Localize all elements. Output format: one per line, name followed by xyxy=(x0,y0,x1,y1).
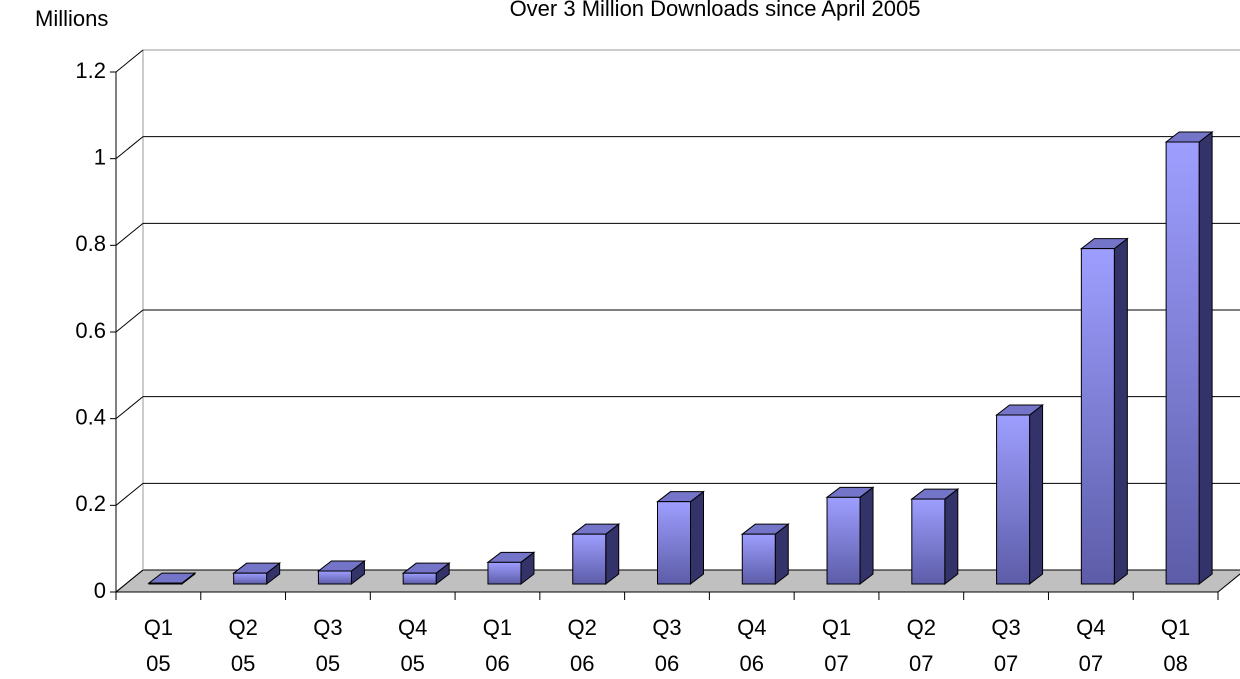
x-tick-label: Q2 06 xyxy=(567,615,597,676)
grid-diagonal xyxy=(115,222,144,246)
bar xyxy=(1079,237,1129,586)
y-tick-label: 0.4 xyxy=(75,404,106,429)
bar xyxy=(232,562,282,586)
bar xyxy=(656,490,705,586)
y-tick-label: 0 xyxy=(94,578,106,603)
bar-front xyxy=(826,496,861,585)
y-tick-label: 0.2 xyxy=(75,491,106,516)
y-tick-label: 1.2 xyxy=(75,58,106,83)
grid-diagonal xyxy=(115,569,144,593)
x-tick-label: Q1 07 xyxy=(821,615,852,676)
y-tick-label: 0.6 xyxy=(75,318,106,343)
bar xyxy=(147,572,197,586)
y-tick-label: 1 xyxy=(94,144,106,169)
bar-front xyxy=(148,582,183,585)
bar xyxy=(825,486,875,586)
bar xyxy=(1164,130,1214,586)
bar-front xyxy=(657,501,691,585)
bar xyxy=(571,523,621,586)
grid-diagonal xyxy=(115,309,144,333)
x-tick-label: Q2 07 xyxy=(906,615,936,676)
bar-front xyxy=(572,533,607,585)
bar-front xyxy=(233,572,268,585)
x-tick-label: Q3 07 xyxy=(991,615,1021,676)
chart-title: Over 3 Million Downloads since April 200… xyxy=(510,0,921,21)
x-tick-label: Q3 05 xyxy=(313,615,343,676)
bar xyxy=(995,403,1045,586)
x-tick-label: Q4 06 xyxy=(737,615,767,676)
bar-front xyxy=(911,498,946,585)
grid-diagonal xyxy=(115,49,144,73)
x-tick-label: Q1 05 xyxy=(143,615,174,676)
x-tick-label: Q1 08 xyxy=(1160,615,1191,676)
x-tick-label: Q4 05 xyxy=(398,615,428,676)
bar-side xyxy=(1113,237,1128,586)
x-tick-label: Q1 06 xyxy=(482,615,513,676)
bar-front xyxy=(317,570,352,585)
bar xyxy=(486,551,536,586)
bar-front xyxy=(487,561,522,585)
bar-side xyxy=(690,490,704,586)
bar xyxy=(316,559,366,586)
bar-side xyxy=(1029,403,1044,586)
bar-front xyxy=(402,572,437,585)
x-tick-label: Q2 05 xyxy=(228,615,258,676)
bar xyxy=(910,488,960,586)
bar-side xyxy=(859,486,874,586)
y-tick-label: 0.8 xyxy=(75,231,106,256)
bar-front xyxy=(741,533,776,585)
x-tick-label: Q3 06 xyxy=(652,615,682,676)
bar-front xyxy=(1080,248,1115,585)
y-axis-label: Millions xyxy=(35,6,108,31)
bar-front xyxy=(1165,141,1200,585)
grid-diagonal xyxy=(115,482,144,506)
bar-side xyxy=(944,488,959,586)
x-tick-label: Q4 07 xyxy=(1076,615,1106,676)
grid-diagonal xyxy=(115,136,144,160)
bar-side xyxy=(1198,130,1213,586)
bar-front xyxy=(996,414,1031,585)
bar xyxy=(740,523,790,586)
bar xyxy=(401,562,451,586)
grid-diagonal xyxy=(115,396,144,420)
